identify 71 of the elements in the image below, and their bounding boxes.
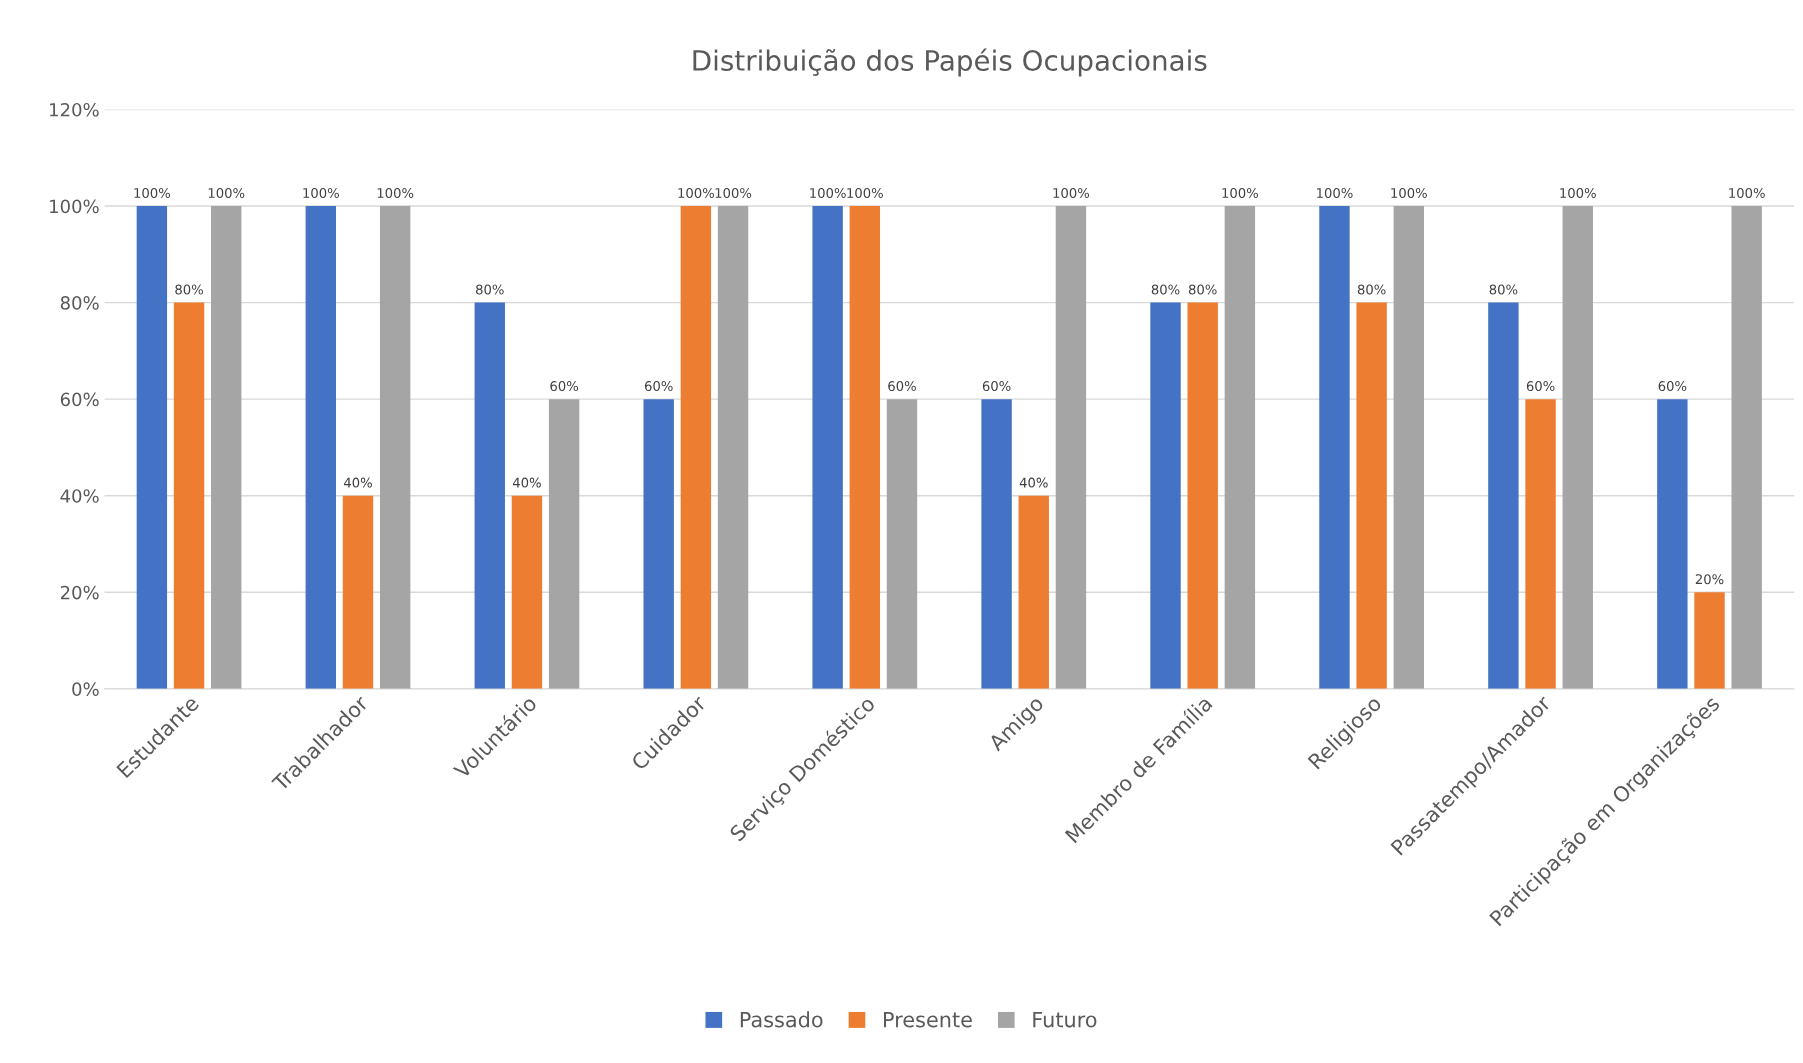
- data-label: 100%: [847, 187, 883, 198]
- bar: [1525, 399, 1556, 689]
- y-tick-label: 40%: [60, 489, 99, 503]
- bar: [136, 206, 168, 689]
- bar: [342, 495, 374, 689]
- data-label: 100%: [377, 187, 414, 198]
- bar: [474, 302, 505, 689]
- bar: [1055, 206, 1087, 689]
- data-label: 60%: [982, 381, 1011, 392]
- data-label: 100%: [1560, 187, 1596, 198]
- data-label: 80%: [1188, 284, 1217, 295]
- data-label: 100%: [678, 187, 714, 198]
- data-label: 80%: [1151, 284, 1180, 295]
- data-label: 60%: [1526, 381, 1555, 392]
- bar: [643, 399, 674, 689]
- bar: [1319, 206, 1350, 689]
- bar: [211, 206, 242, 689]
- data-label: 100%: [1729, 187, 1765, 198]
- y-tick-label: 120%: [50, 102, 99, 117]
- data-label: 40%: [343, 477, 372, 488]
- data-label: 80%: [1489, 284, 1518, 295]
- y-tick-label: 60%: [60, 392, 99, 407]
- data-label: 100%: [303, 187, 339, 198]
- bar: [305, 206, 337, 689]
- bar: [1018, 495, 1049, 689]
- bar: [1488, 302, 1519, 689]
- bar: [886, 399, 918, 689]
- bar: [1393, 206, 1424, 689]
- bar: [379, 206, 411, 689]
- data-label: 60%: [644, 381, 673, 392]
- data-label: 60%: [888, 381, 916, 392]
- data-label: 80%: [1357, 284, 1386, 295]
- data-label: 100%: [134, 187, 171, 198]
- bar: [717, 206, 749, 689]
- y-tick-label: 100%: [50, 199, 99, 214]
- bar: [548, 399, 580, 689]
- y-tick-label: 20%: [60, 585, 99, 600]
- bar: [1356, 302, 1387, 689]
- bar: [1657, 399, 1688, 689]
- data-label: 100%: [208, 187, 245, 198]
- legend-label: Futuro: [1033, 1011, 1097, 1028]
- data-label: 100%: [715, 187, 752, 198]
- y-tick-label: 80%: [60, 296, 99, 310]
- bar: [981, 399, 1012, 689]
- data-label: 20%: [1695, 574, 1724, 585]
- legend-label: Presente: [884, 1011, 972, 1028]
- bar: [1562, 206, 1593, 689]
- bar: [173, 302, 205, 689]
- bar: [680, 206, 712, 689]
- bar: [812, 206, 843, 689]
- data-label: 40%: [512, 477, 541, 488]
- bar: [1187, 302, 1218, 689]
- bar: [1731, 206, 1762, 689]
- legend-label: Passado: [740, 1011, 823, 1028]
- bar: [1694, 592, 1725, 689]
- bar: [1150, 302, 1181, 689]
- data-label: 80%: [475, 284, 504, 295]
- chart-title: Distribuição dos Papéis Ocupacionais: [693, 48, 1207, 77]
- bar: [849, 206, 881, 689]
- data-label: 100%: [1222, 187, 1258, 198]
- y-tick-label: 0%: [72, 682, 99, 696]
- data-label: 100%: [810, 187, 846, 198]
- data-label: 100%: [1317, 187, 1353, 198]
- data-label: 80%: [175, 284, 203, 295]
- data-label: 60%: [1658, 381, 1687, 392]
- data-label: 100%: [1391, 187, 1427, 198]
- bar: [511, 495, 543, 689]
- data-label: 100%: [1053, 187, 1090, 198]
- bar: [1224, 206, 1256, 689]
- data-label: 60%: [550, 381, 579, 392]
- data-label: 40%: [1019, 477, 1048, 488]
